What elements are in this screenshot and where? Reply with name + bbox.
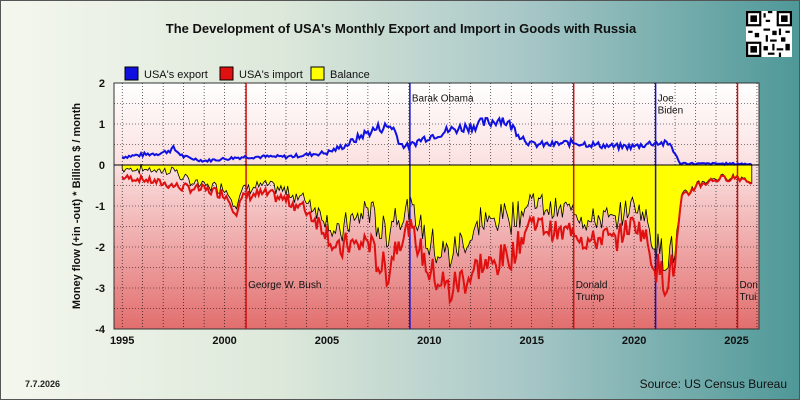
- qr-code: [746, 11, 792, 57]
- x-tick-label: 2025: [724, 335, 748, 347]
- president-label: Don: [740, 280, 758, 291]
- x-tick-label: 2020: [622, 335, 646, 347]
- y-tick-label: 1: [99, 119, 105, 131]
- president-label: George W. Bush: [248, 280, 321, 291]
- president-label: Trump: [576, 292, 605, 303]
- y-tick-label: 2: [99, 78, 105, 90]
- president-label: Joe: [658, 93, 675, 104]
- legend-swatch-import: [219, 66, 234, 81]
- president-markers: [245, 83, 739, 329]
- president-label: Biden: [658, 105, 684, 116]
- president-label: Barak Obama: [412, 93, 474, 104]
- legend-swatch-export: [124, 66, 139, 81]
- y-tick-label: -1: [95, 201, 105, 213]
- y-tick-label: -2: [95, 242, 105, 254]
- x-tick-label: 2005: [315, 335, 339, 347]
- source-note: Source: US Census Bureau: [639, 377, 787, 391]
- import-line: [121, 173, 752, 306]
- legend-label-balance: Balance: [330, 69, 370, 81]
- y-axis-label: Money flow (+in -out) * Billion $ / mont…: [71, 103, 83, 310]
- y-tick-label: -4: [95, 324, 106, 336]
- y-tick-label: -3: [95, 283, 105, 295]
- legend-label-export: USA's export: [144, 69, 208, 81]
- president-label: Donald: [576, 280, 608, 291]
- x-tick-label: 1995: [110, 335, 134, 347]
- president-label: Trui: [740, 292, 757, 303]
- y-tick-label: 0: [99, 160, 105, 172]
- x-tick-label: 2000: [212, 335, 236, 347]
- x-tick-label: 2010: [417, 335, 441, 347]
- date-stamp: 7.7.2026: [25, 379, 61, 389]
- x-tick-label: 2015: [519, 335, 543, 347]
- legend-label-import: USA's import: [239, 69, 303, 81]
- chart-title: The Development of USA's Monthly Export …: [165, 21, 637, 36]
- export-line: [121, 115, 753, 167]
- legend-swatch-balance: [310, 66, 325, 81]
- legend: USA's export USA's import Balance: [124, 66, 370, 81]
- balance-area: [121, 164, 753, 272]
